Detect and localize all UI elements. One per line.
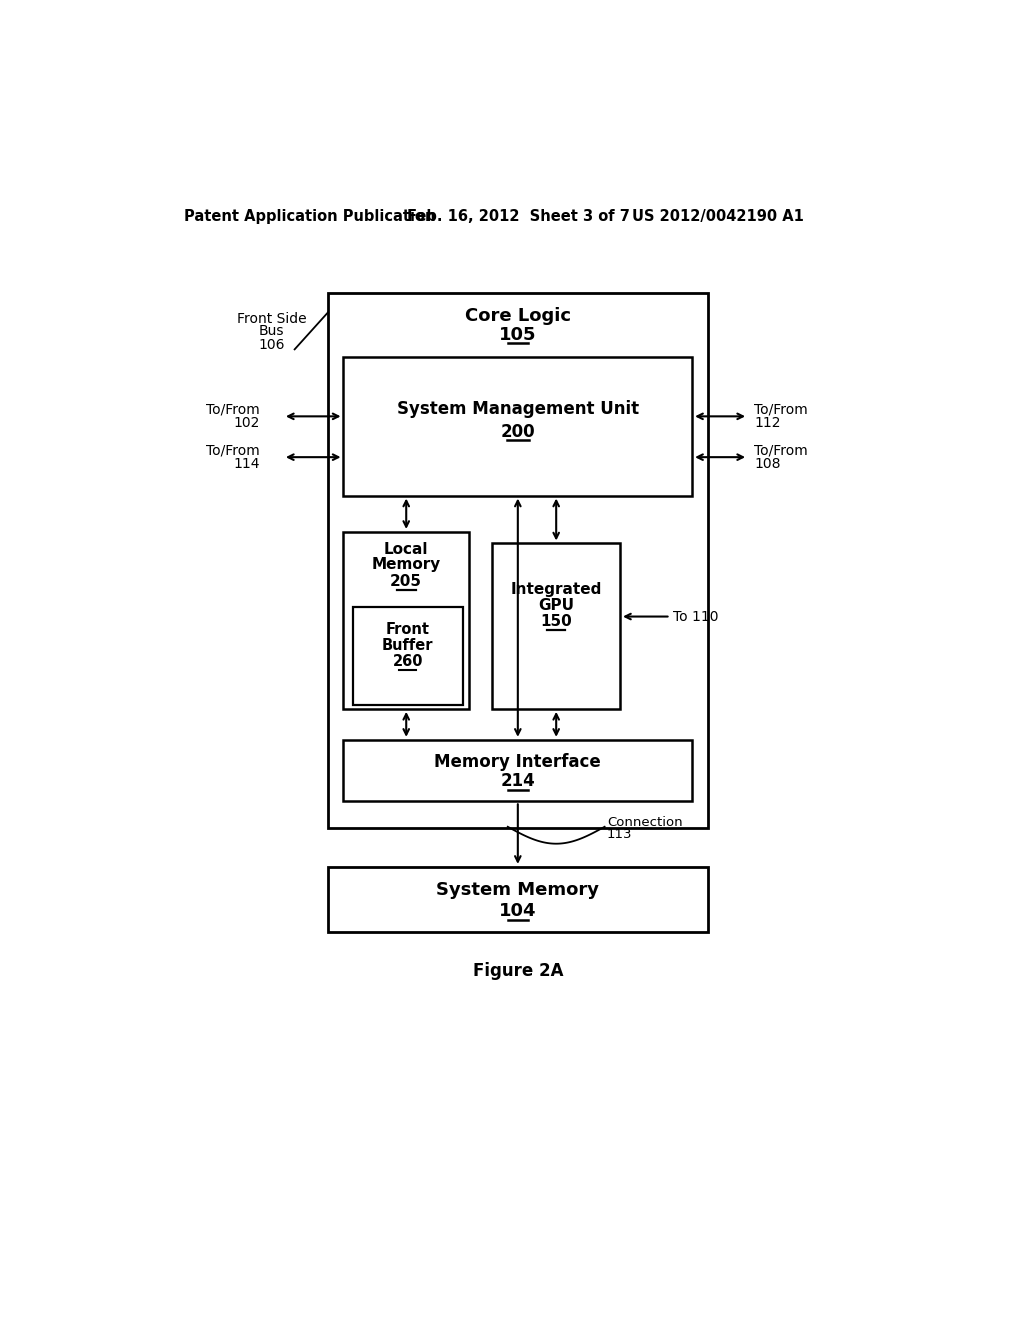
Text: Front Side: Front Side [237, 312, 306, 326]
Text: Local: Local [384, 543, 428, 557]
Text: 108: 108 [755, 457, 780, 471]
Text: 114: 114 [233, 457, 260, 471]
Text: 113: 113 [607, 828, 633, 841]
Text: 214: 214 [501, 772, 536, 789]
Text: 105: 105 [499, 326, 537, 345]
Text: Patent Application Publication: Patent Application Publication [183, 209, 435, 223]
Text: To 110: To 110 [673, 610, 718, 623]
Text: Integrated: Integrated [511, 582, 602, 597]
Text: System Memory: System Memory [436, 880, 599, 899]
Text: Buffer: Buffer [382, 638, 433, 652]
Text: Core Logic: Core Logic [465, 308, 570, 325]
Text: US 2012/0042190 A1: US 2012/0042190 A1 [632, 209, 804, 223]
Text: Memory Interface: Memory Interface [434, 754, 601, 771]
Text: To/From: To/From [206, 444, 260, 457]
Text: Front: Front [386, 622, 430, 638]
Bar [343, 739, 692, 801]
Text: Memory: Memory [372, 557, 441, 573]
Text: 205: 205 [390, 574, 422, 590]
Bar [352, 607, 463, 705]
Text: Feb. 16, 2012  Sheet 3 of 7: Feb. 16, 2012 Sheet 3 of 7 [407, 209, 630, 223]
Text: Figure 2A: Figure 2A [472, 962, 563, 979]
Bar [493, 544, 621, 709]
Text: 260: 260 [392, 655, 423, 669]
Text: To/From: To/From [755, 444, 808, 457]
Text: 150: 150 [541, 614, 572, 630]
Text: Bus: Bus [259, 323, 284, 338]
Bar [328, 867, 708, 932]
Text: 106: 106 [258, 338, 285, 351]
Bar [343, 532, 469, 709]
Bar [328, 293, 708, 829]
Text: GPU: GPU [539, 598, 574, 612]
Text: 200: 200 [501, 422, 536, 441]
Text: 102: 102 [233, 416, 260, 430]
Text: To/From: To/From [206, 403, 260, 416]
Text: 112: 112 [755, 416, 780, 430]
Text: To/From: To/From [755, 403, 808, 416]
Text: System Management Unit: System Management Unit [396, 400, 639, 417]
Text: 104: 104 [499, 903, 537, 920]
Bar [343, 358, 692, 496]
Text: Connection: Connection [607, 816, 683, 829]
